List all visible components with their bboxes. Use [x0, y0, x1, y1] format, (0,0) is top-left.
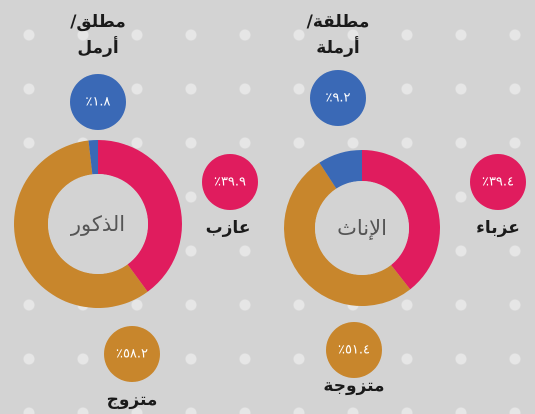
category-label: متزوج	[106, 390, 158, 410]
donut-hole	[48, 174, 148, 274]
center-label: الإناث	[337, 216, 387, 240]
donut-segment	[98, 140, 183, 292]
category-label: مطلقة/ أرملة	[306, 12, 370, 58]
value-bubble	[326, 322, 382, 378]
value-label: ٥١.٤٪	[337, 342, 371, 358]
donut-segment	[319, 150, 362, 189]
value-bubble	[202, 154, 258, 210]
value-label: ٣٩.٩٪	[213, 174, 247, 190]
donut-segment	[14, 140, 148, 308]
donut-segment	[362, 150, 441, 290]
donut-hole	[315, 181, 409, 275]
category-label: متزوجة	[323, 376, 385, 396]
category-label: عازب	[205, 218, 251, 238]
value-label: ٩.٢٪	[325, 90, 351, 106]
value-bubble	[310, 70, 366, 126]
value-label: ٣٩.٤٪	[481, 174, 515, 190]
value-label: ٥٨.٢٪	[115, 346, 149, 362]
donut-segment	[88, 140, 98, 175]
value-label: ١.٨٪	[85, 94, 111, 110]
value-bubble	[104, 326, 160, 382]
value-bubble	[470, 154, 526, 210]
donut-segment	[284, 162, 411, 306]
category-label: عزباء	[476, 218, 520, 238]
value-bubble	[70, 74, 126, 130]
category-label: مطلق/ أرمل	[70, 12, 126, 58]
center-label: الذكور	[70, 212, 126, 236]
